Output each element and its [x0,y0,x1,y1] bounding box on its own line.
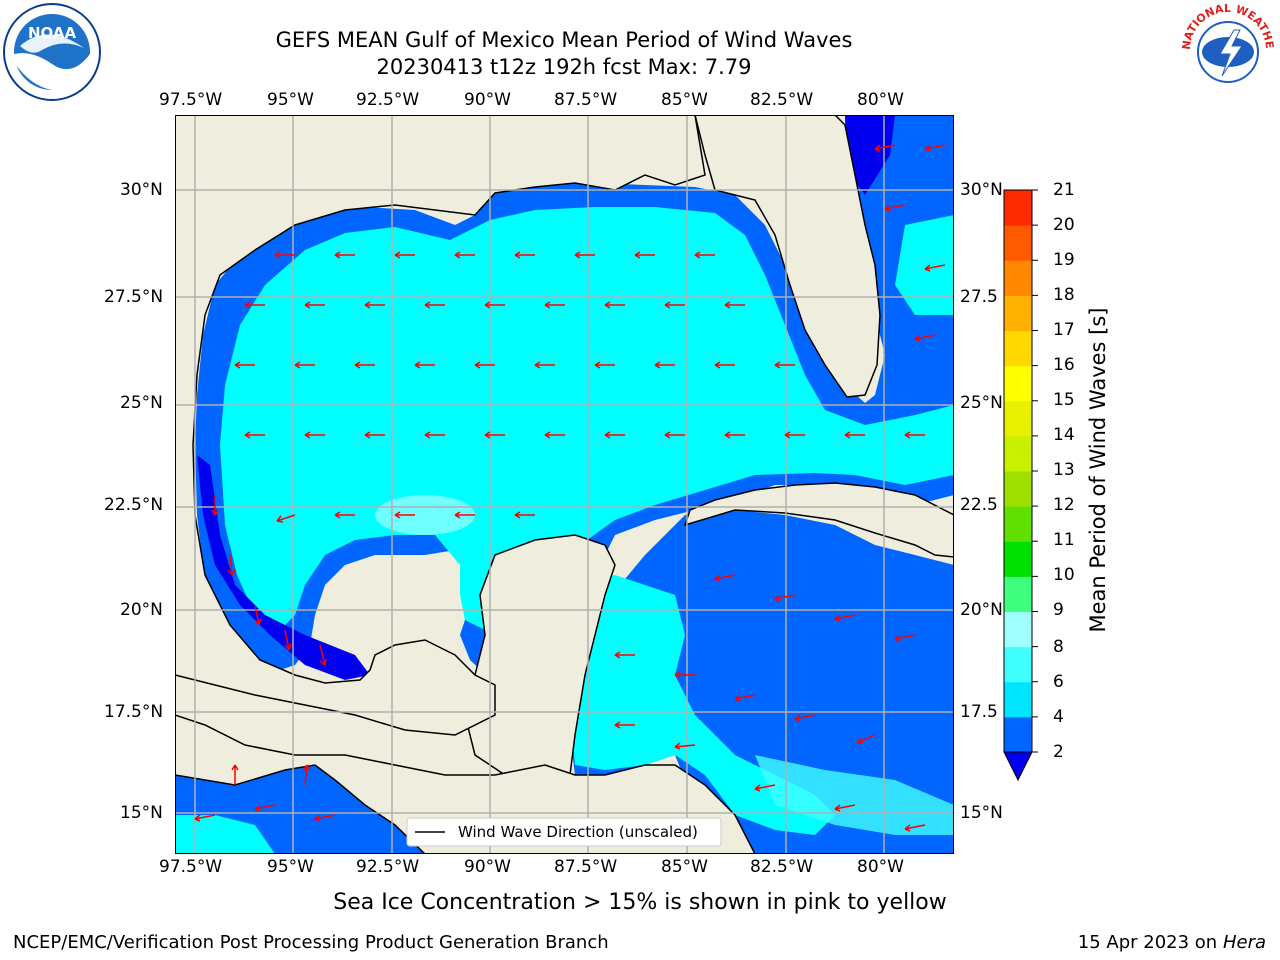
colorbar-segment [1004,611,1032,648]
atlantic-cyan [895,215,954,315]
lon-label-top: 92.5°W [356,90,420,110]
lon-label-top: 82.5°W [750,90,814,110]
lat-label-right: 20°N [960,600,1003,620]
noaa-logo-text: NOAA [28,24,77,42]
colorbar-segment [1004,295,1032,331]
mexico-land [174,114,706,736]
colorbar-segment [1004,541,1032,577]
colorbar-tick: 9 [1053,600,1064,620]
colorbar-tick: 19 [1053,250,1075,270]
lon-label-bottom: 82.5°W [750,857,814,877]
lat-label-right: 15°N [960,803,1003,823]
lon-label-bottom: 90°W [464,857,511,877]
lat-label-left: 20°N [120,600,163,620]
lat-label-left: 30°N [120,180,163,200]
lon-label-top: 95°W [267,90,314,110]
colorbar-svg [1003,189,1038,782]
lat-label-right: 22.5 [960,495,998,515]
colorbar-tick: 16 [1053,355,1075,375]
colorbar-tick: 12 [1053,495,1075,515]
legend-label: Wind Wave Direction (unscaled) [458,823,698,841]
colorbar-tick: 2 [1053,742,1064,762]
colorbar-segment [1004,681,1032,718]
colorbar-segment [1004,471,1032,507]
light-cyan-patch [375,495,475,535]
colorbar-tick: 10 [1053,565,1075,585]
nws-logo: NATIONAL WEATHER SERVICE [1172,0,1280,100]
footer-date: 15 Apr 2023 on [1077,932,1218,953]
colorbar-extend-triangle [1003,751,1033,782]
lat-label-right: 25°N [960,393,1003,413]
lat-label-left: 25°N [120,393,163,413]
lon-label-bottom: 80°W [857,857,904,877]
colorbar-tick: 6 [1053,672,1064,692]
lon-label-top: 85°W [661,90,708,110]
colorbar-tick: 8 [1053,637,1064,657]
colorbar-tick: 17 [1053,320,1075,340]
lat-label-right: 30°N [960,180,1003,200]
footer-machine: Hera [1222,932,1266,953]
colorbar-segment [1004,400,1032,437]
pacific-cyan [175,815,275,854]
lon-label-bottom: 97.5°W [159,857,223,877]
noaa-logo: NOAA [2,2,102,102]
colorbar-segment [1004,646,1032,683]
lat-label-right: 17.5 [960,702,998,722]
colorbar-tick: 14 [1053,425,1075,445]
colorbar-segment [1004,225,1032,261]
colorbar-tick: 11 [1053,530,1075,550]
colorbar-segment [1004,365,1032,402]
caribbean-light [755,755,954,835]
lon-label-top: 80°W [857,90,904,110]
colorbar-segment [1004,576,1032,612]
lat-label-right: 27.5 [960,287,998,307]
colorbar-segment [1004,260,1032,296]
colorbar-tick: 4 [1053,707,1064,727]
lon-label-bottom: 95°W [267,857,314,877]
map-title-line2: 20230413 t12z 192h fcst Max: 7.79 [376,55,752,79]
lat-label-left: 27.5°N [104,287,164,307]
colorbar-segment [1004,716,1032,753]
map-svg: Wind Wave Direction (unscaled) [174,114,955,855]
yucatan-land [464,534,616,786]
caribbean-cyan [570,575,835,835]
lon-label-top: 90°W [464,90,511,110]
colorbar-tick: 18 [1053,285,1075,305]
sea-ice-caption: Sea Ice Concentration > 15% is shown in … [333,890,947,915]
lon-label-bottom: 92.5°W [356,857,420,877]
lon-label-bottom: 85°W [661,857,708,877]
dark-blue-band-west [197,455,370,680]
map-legend: Wind Wave Direction (unscaled) [406,817,722,847]
lon-label-top: 87.5°W [554,90,618,110]
colorbar-segment [1004,190,1032,226]
map-panel: Wind Wave Direction (unscaled) [174,114,955,855]
lon-label-top: 97.5°W [159,90,223,110]
lat-label-left: 15°N [120,803,163,823]
colorbar-tick: 21 [1053,180,1075,200]
colorbar-segment [1004,435,1032,472]
footer-left: NCEP/EMC/Verification Post Processing Pr… [13,932,609,953]
map-title-line1: GEFS MEAN Gulf of Mexico Mean Period of … [275,28,853,52]
wind-wave-arrows [194,144,946,832]
atlantic-dark [845,115,895,195]
colorbar-segment [1004,330,1032,367]
colorbar-tick: 13 [1053,460,1075,480]
colorbar-tick: 15 [1053,390,1075,410]
colorbar [1000,186,1050,786]
colorbar-tick: 20 [1053,215,1075,235]
colorbar-segment [1004,506,1032,542]
map-grid [175,115,954,854]
lon-label-bottom: 87.5°W [554,857,618,877]
footer-right: 15 Apr 2023 on Hera [1078,932,1266,953]
lat-label-left: 17.5°N [104,702,164,722]
lat-label-left: 22.5°N [104,495,164,515]
